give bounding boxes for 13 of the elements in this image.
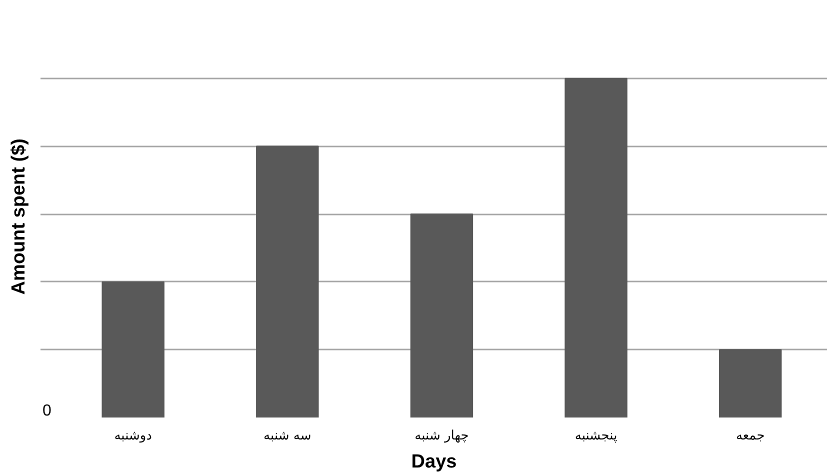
bar: [718, 349, 782, 418]
bar: [256, 146, 319, 418]
x-tick-label: چهار شنبه: [414, 428, 469, 444]
x-tick-label: دوشنبه: [114, 428, 152, 444]
bar: [102, 281, 164, 418]
x-tick-label: سه شنبه: [264, 428, 312, 444]
x-tick-label: پنجشنبه: [574, 428, 618, 444]
bar: [564, 78, 628, 418]
x-tick-label: جمعه: [736, 428, 765, 444]
annotation: 0: [42, 402, 52, 420]
bar: [410, 214, 474, 418]
x-axis-title: Days: [411, 452, 457, 472]
y-axis-title: Amount spent ($): [8, 138, 30, 295]
